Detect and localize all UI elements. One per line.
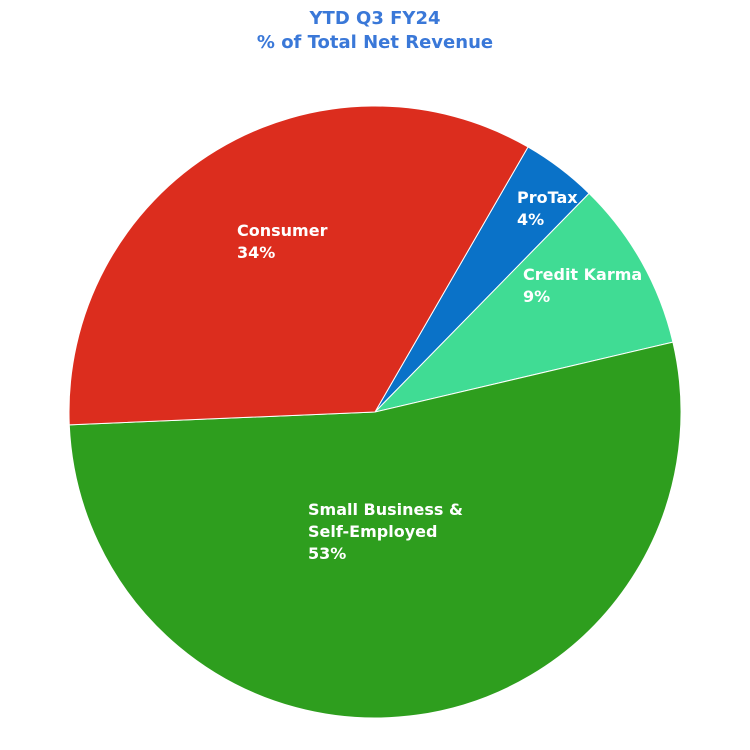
chart-subtitle: % of Total Net Revenue xyxy=(256,32,494,53)
slice-value: 9% xyxy=(523,287,551,306)
slice-label: Small Business & Self-Employed xyxy=(308,500,463,541)
slice-label: Credit Karma xyxy=(523,265,643,284)
slice-value: 4% xyxy=(517,210,545,229)
slice-label: ProTax xyxy=(517,188,578,207)
slice-value: 53% xyxy=(308,544,347,563)
pie-slice xyxy=(373,192,674,413)
chart-title: YTD Q3 FY24 xyxy=(309,8,441,29)
slice-value: 34% xyxy=(237,243,276,262)
pie-slice xyxy=(68,341,682,719)
pie-slice xyxy=(68,105,529,426)
slice-label: Consumer xyxy=(237,221,328,240)
